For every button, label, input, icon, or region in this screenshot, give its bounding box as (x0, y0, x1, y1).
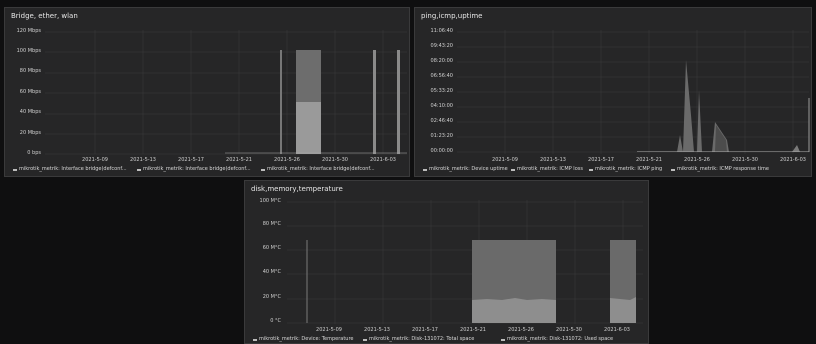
y-tick-label: 05:33:20 (430, 88, 453, 94)
x-tick-label: 2021-5-26 (508, 327, 534, 333)
series-spike (397, 50, 400, 154)
legend-swatch (423, 169, 427, 171)
legend-item[interactable]: mikrotik_metrik: ICMP loss (517, 166, 583, 172)
uptime-area-end (792, 145, 800, 152)
y-tick-label: 60 Mbps (19, 89, 41, 95)
legend-swatch (671, 169, 675, 171)
y-tick-label: 08:20:00 (430, 58, 453, 64)
legend-swatch (501, 339, 505, 341)
x-tick-label: 2021-5-21 (636, 157, 662, 163)
y-tick-label: 00:00:00 (430, 148, 453, 154)
legend-item[interactable]: mikrotik_metrik: Device: Temperature (259, 336, 354, 342)
x-tick-label: 2021-5-26 (684, 157, 710, 163)
legend-item[interactable]: mikrotik_metrik: ICMP ping (595, 166, 663, 172)
legend-swatch (589, 169, 593, 171)
series-block-upper (296, 50, 321, 102)
x-tick-label: 2021-5-21 (226, 157, 252, 163)
x-tick-label: 2021-5-17 (412, 327, 438, 333)
panel-ping-icmp-uptime: ping,icmp,uptime 11:06:40 09:43:20 08:20… (414, 7, 812, 177)
x-tick-label: 2021-5-17 (588, 157, 614, 163)
y-tick-label: 01:23:20 (430, 133, 453, 139)
used-space-area (472, 298, 556, 323)
legend-swatch (511, 169, 515, 171)
panel-disk-memory-temperature: disk,memory,temperature 100 M°C 80 M°C 6… (244, 180, 649, 344)
x-tick-label: 2021-5-30 (732, 157, 758, 163)
y-tick-label: 60 M°C (262, 245, 281, 251)
x-tick-label: 2021-5-13 (540, 157, 566, 163)
y-tick-label: 40 Mbps (19, 109, 41, 115)
x-tick-label: 2021-5-09 (316, 327, 342, 333)
y-tick-label: 0 °C (270, 318, 281, 324)
legend-swatch (137, 169, 141, 171)
series-spike (373, 50, 376, 154)
legend-item[interactable]: mikrotik_metrik: ICMP response time (677, 166, 769, 172)
x-tick-label: 2021-5-09 (82, 157, 108, 163)
used-space-area (610, 297, 636, 323)
y-tick-label: 100 Mbps (16, 48, 41, 54)
legend-item[interactable]: mikrotik_metrik: Interface bridge(defcon… (19, 166, 127, 172)
x-tick-label: 2021-5-17 (178, 157, 204, 163)
panel-bridge-ether-wlan: Bridge, ether, wlan 120 Mbps 100 Mbps 80… (4, 7, 410, 177)
uptime-area-dark (715, 125, 727, 152)
legend-item[interactable]: mikrotik_metrik: Device uptime (429, 166, 508, 172)
x-tick-label: 2021-6-03 (780, 157, 806, 163)
legend-swatch (13, 169, 17, 171)
y-tick-label: 120 Mbps (16, 28, 41, 34)
y-tick-label: 0 bps (27, 150, 41, 156)
bridge-plot-area[interactable] (45, 30, 407, 155)
y-tick-label: 20 M°C (262, 294, 281, 300)
panel-title[interactable]: ping,icmp,uptime (421, 12, 483, 20)
series-block-lower (296, 102, 321, 154)
y-tick-label: 20 Mbps (19, 130, 41, 136)
disk-plot-area[interactable] (287, 200, 643, 324)
legend-item[interactable]: mikrotik_metrik: Disk-131072: Total spac… (369, 336, 475, 342)
x-tick-label: 2021-5-13 (130, 157, 156, 163)
y-tick-label: 09:43:20 (430, 43, 453, 49)
legend-item[interactable]: mikrotik_metrik: Interface bridge(defcon… (267, 166, 375, 172)
y-tick-label: 40 M°C (262, 269, 281, 275)
legend-swatch (253, 339, 257, 341)
y-tick-label: 06:56:40 (430, 73, 453, 79)
y-tick-label: 80 Mbps (19, 68, 41, 74)
legend-item[interactable]: mikrotik_metrik: Interface bridge(defcon… (143, 166, 251, 172)
y-tick-label: 80 M°C (262, 221, 281, 227)
panel-title[interactable]: Bridge, ether, wlan (11, 12, 78, 20)
x-tick-label: 2021-6-03 (604, 327, 630, 333)
series-spike (280, 50, 282, 154)
x-tick-label: 2021-5-30 (556, 327, 582, 333)
x-tick-label: 2021-5-26 (274, 157, 300, 163)
legend-swatch (261, 169, 265, 171)
x-tick-label: 2021-5-13 (364, 327, 390, 333)
x-tick-label: 2021-5-09 (492, 157, 518, 163)
x-tick-label: 2021-5-21 (460, 327, 486, 333)
x-tick-label: 2021-6-03 (370, 157, 396, 163)
y-tick-label: 11:06:40 (430, 28, 453, 34)
x-tick-label: 2021-5-30 (322, 157, 348, 163)
y-tick-label: 04:10:00 (430, 103, 453, 109)
y-tick-label: 02:46:40 (430, 118, 453, 124)
panel-title[interactable]: disk,memory,temperature (251, 185, 343, 193)
ping-plot-area[interactable] (457, 30, 810, 154)
legend-item[interactable]: mikrotik_metrik: Disk-131072: Used space (507, 336, 614, 342)
legend-swatch (363, 339, 367, 341)
y-tick-label: 100 M°C (259, 198, 281, 204)
